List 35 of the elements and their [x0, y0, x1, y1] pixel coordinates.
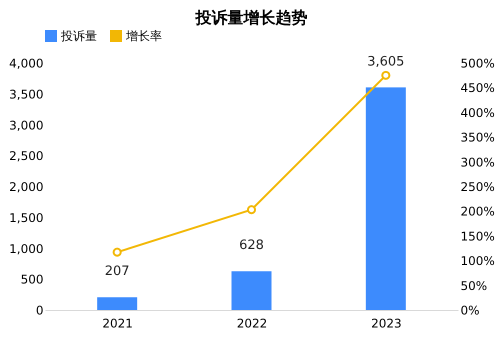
y-tick-label: 0: [36, 304, 44, 318]
y2-tick-label: 100%: [460, 254, 495, 268]
data-label: 3,605: [367, 54, 404, 70]
y-tick-label: 2,500: [9, 149, 44, 164]
y-tick-label: 500: [20, 272, 44, 287]
y2-tick-label: 500%: [460, 56, 495, 70]
x-tick-label: 2022: [236, 316, 268, 330]
y2-tick-label: 450%: [460, 81, 495, 96]
x-tick-label: 2021: [102, 316, 133, 330]
y2-tick-label: 150%: [460, 229, 495, 244]
legend-label: 投诉量: [60, 29, 97, 43]
bar: [366, 87, 406, 310]
point: [381, 70, 390, 80]
bar: [97, 297, 138, 310]
x-tick-label: 2023: [371, 316, 402, 330]
y2-tick-label: 400%: [460, 106, 495, 120]
y2-tick-label: 200%: [460, 204, 495, 219]
y-tick-label: 4,000: [9, 56, 44, 70]
y2-tick-label: 0%: [460, 304, 480, 318]
y-tick-label: 1,000: [9, 242, 44, 256]
data-label: 207: [104, 264, 130, 280]
bar: [232, 271, 272, 310]
y-tick-label: 2,000: [9, 180, 44, 194]
legend-label: 增长率: [125, 29, 162, 43]
y2-tick-label: 250%: [460, 180, 495, 194]
y-tick-label: 3,000: [9, 118, 44, 132]
y-tick-label: 3,500: [9, 87, 44, 102]
point: [246, 205, 256, 214]
point: [112, 248, 122, 257]
data-label: 628: [239, 238, 264, 254]
y2-tick-label: 350%: [460, 130, 495, 145]
y2-tick-label: 300%: [460, 155, 495, 170]
y2-tick-label: 50%: [460, 278, 488, 293]
y-tick-label: 1,500: [9, 210, 44, 225]
chart-title: 投诉量增长趋势: [194, 8, 308, 27]
